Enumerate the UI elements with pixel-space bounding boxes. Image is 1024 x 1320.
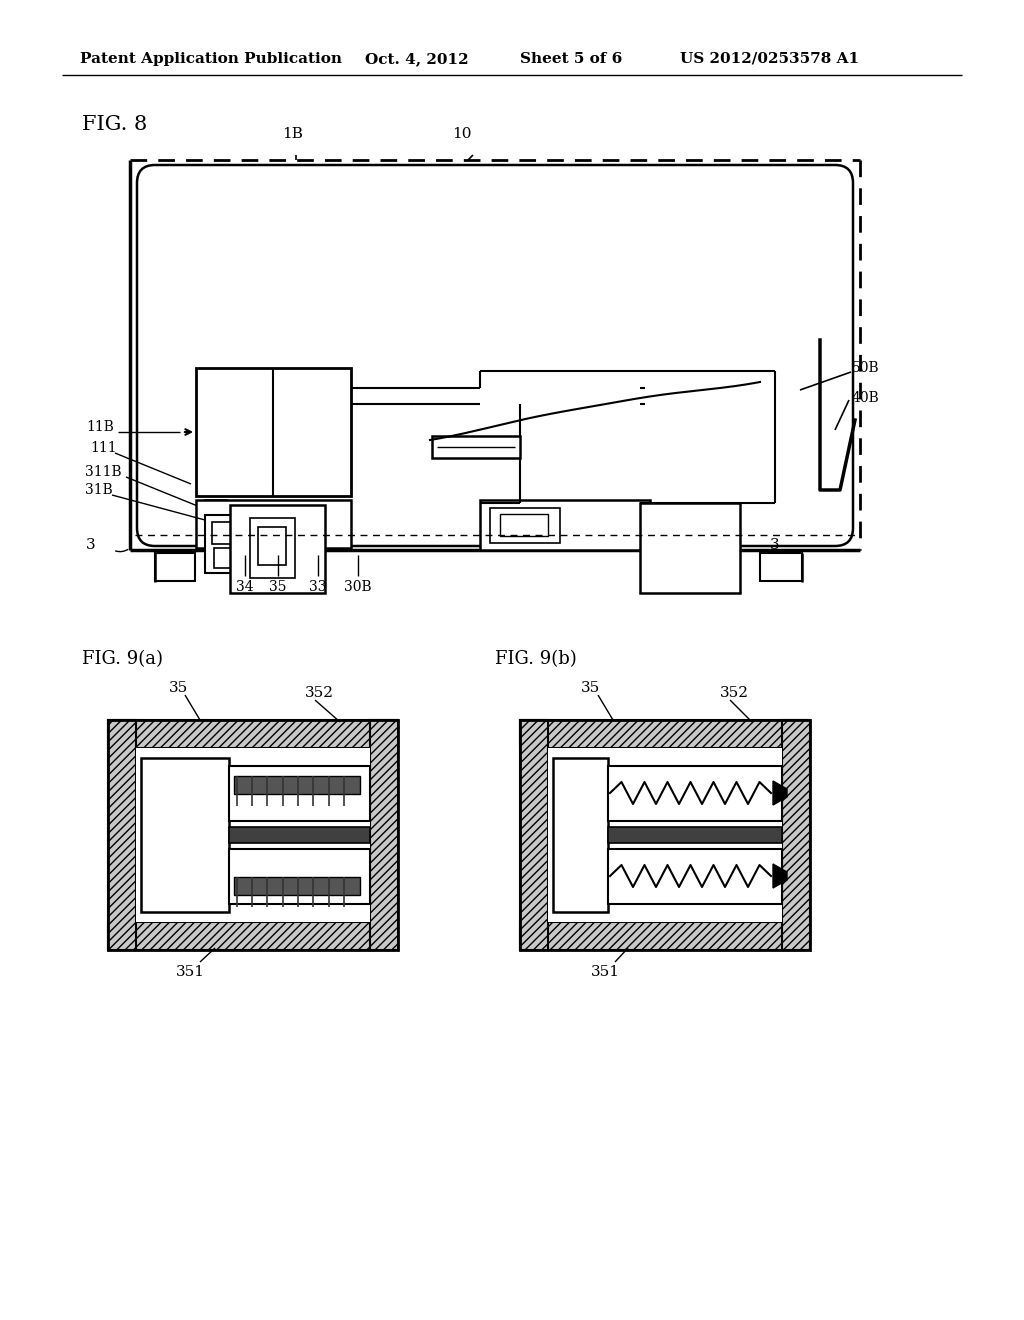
Bar [608,849,782,904]
Bar [248,521,270,544]
Text: US 2012/0253578 A1: US 2012/0253578 A1 [680,51,859,66]
Bar [229,766,370,821]
Bar [212,521,240,544]
Bar [108,921,398,950]
Text: 111: 111 [90,441,117,455]
Polygon shape [773,781,787,805]
Text: 35: 35 [168,681,187,696]
Bar [640,503,740,593]
Text: 3: 3 [86,539,95,552]
Bar [548,748,782,921]
Text: 352: 352 [305,686,334,700]
Text: 3: 3 [770,539,779,552]
Bar [230,506,325,593]
Bar [520,719,548,950]
Bar [196,368,351,496]
Text: 50B: 50B [852,360,880,375]
Text: 351: 351 [175,965,205,979]
Bar [520,921,810,950]
Text: Patent Application Publication: Patent Application Publication [80,51,342,66]
Text: 11B: 11B [86,420,114,434]
Text: FIG. 9(b): FIG. 9(b) [495,649,577,668]
Bar [370,719,398,950]
Text: 1B: 1B [283,127,303,141]
Text: FIG. 8: FIG. 8 [82,115,147,135]
Bar [520,719,810,950]
Bar [141,758,229,912]
Bar [500,513,548,536]
Text: 40B: 40B [852,391,880,405]
Bar [250,517,295,578]
Text: 34: 34 [237,579,254,594]
Bar [608,828,782,843]
Bar [196,500,351,548]
Text: 30B: 30B [344,579,372,594]
Text: 352: 352 [720,686,749,700]
Text: 351: 351 [591,965,620,979]
Bar [520,719,810,748]
Bar [258,527,286,565]
Text: 35: 35 [269,579,287,594]
Polygon shape [773,865,787,888]
Text: FIG. 9(a): FIG. 9(a) [82,649,163,668]
Bar [432,436,520,458]
Bar [490,508,560,543]
Text: 10: 10 [453,127,472,141]
Bar [234,876,360,895]
Bar [155,553,195,581]
Text: 33: 33 [309,579,327,594]
Bar [782,719,810,950]
Text: Sheet 5 of 6: Sheet 5 of 6 [520,51,623,66]
Bar [553,758,608,912]
Bar [136,748,370,921]
Bar [760,553,802,581]
Bar [108,719,136,950]
Bar [229,849,370,904]
Text: Oct. 4, 2012: Oct. 4, 2012 [365,51,469,66]
Bar [229,828,370,843]
Text: 311B: 311B [85,465,122,479]
Bar [234,776,360,795]
Bar [205,500,227,517]
Bar [480,500,650,550]
Text: 31B: 31B [85,483,113,498]
Bar [608,766,782,821]
Bar [205,515,290,573]
Bar [214,548,238,568]
Text: 35: 35 [581,681,600,696]
Bar [108,719,398,748]
Bar [108,719,398,950]
